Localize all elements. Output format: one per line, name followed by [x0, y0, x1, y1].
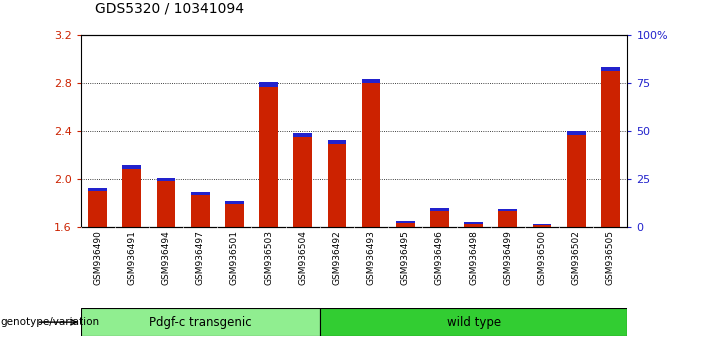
Bar: [225, 204, 244, 227]
Bar: [81, 308, 320, 336]
Bar: [88, 191, 107, 227]
Bar: [498, 211, 517, 227]
Text: genotype/variation: genotype/variation: [1, 317, 100, 327]
Bar: [533, 225, 552, 227]
Bar: [396, 223, 415, 227]
Text: GSM936504: GSM936504: [298, 230, 307, 285]
Bar: [362, 79, 381, 83]
Text: Pdgf-c transgenic: Pdgf-c transgenic: [149, 316, 252, 329]
Text: GSM936502: GSM936502: [571, 230, 580, 285]
Bar: [259, 87, 278, 227]
Bar: [191, 195, 210, 227]
Bar: [320, 308, 627, 336]
Bar: [88, 188, 107, 191]
Text: GSM936496: GSM936496: [435, 230, 444, 285]
Text: GSM936494: GSM936494: [161, 230, 170, 285]
Text: GSM936505: GSM936505: [606, 230, 615, 285]
Bar: [498, 209, 517, 211]
Bar: [156, 178, 175, 181]
Bar: [533, 224, 552, 225]
Text: GSM936490: GSM936490: [93, 230, 102, 285]
Bar: [259, 82, 278, 87]
Bar: [566, 131, 585, 135]
Bar: [566, 135, 585, 227]
Bar: [293, 133, 312, 137]
Bar: [123, 165, 142, 169]
Bar: [601, 67, 620, 71]
Bar: [123, 169, 142, 227]
Bar: [464, 224, 483, 227]
Text: GSM936499: GSM936499: [503, 230, 512, 285]
Text: GSM936498: GSM936498: [469, 230, 478, 285]
Bar: [191, 192, 210, 195]
Bar: [327, 140, 346, 144]
Bar: [464, 222, 483, 224]
Text: GSM936501: GSM936501: [230, 230, 239, 285]
Text: GDS5320 / 10341094: GDS5320 / 10341094: [95, 2, 244, 16]
Text: GSM936503: GSM936503: [264, 230, 273, 285]
Bar: [601, 71, 620, 227]
Bar: [225, 201, 244, 204]
Text: GSM936497: GSM936497: [196, 230, 205, 285]
Text: GSM936491: GSM936491: [128, 230, 137, 285]
Text: GSM936493: GSM936493: [367, 230, 376, 285]
Bar: [430, 211, 449, 227]
Text: GSM936500: GSM936500: [538, 230, 547, 285]
Bar: [293, 137, 312, 227]
Bar: [362, 83, 381, 227]
Bar: [327, 144, 346, 227]
Bar: [396, 221, 415, 223]
Bar: [156, 181, 175, 227]
Text: GSM936495: GSM936495: [401, 230, 410, 285]
Text: wild type: wild type: [447, 316, 501, 329]
Text: GSM936492: GSM936492: [332, 230, 341, 285]
Bar: [430, 209, 449, 211]
